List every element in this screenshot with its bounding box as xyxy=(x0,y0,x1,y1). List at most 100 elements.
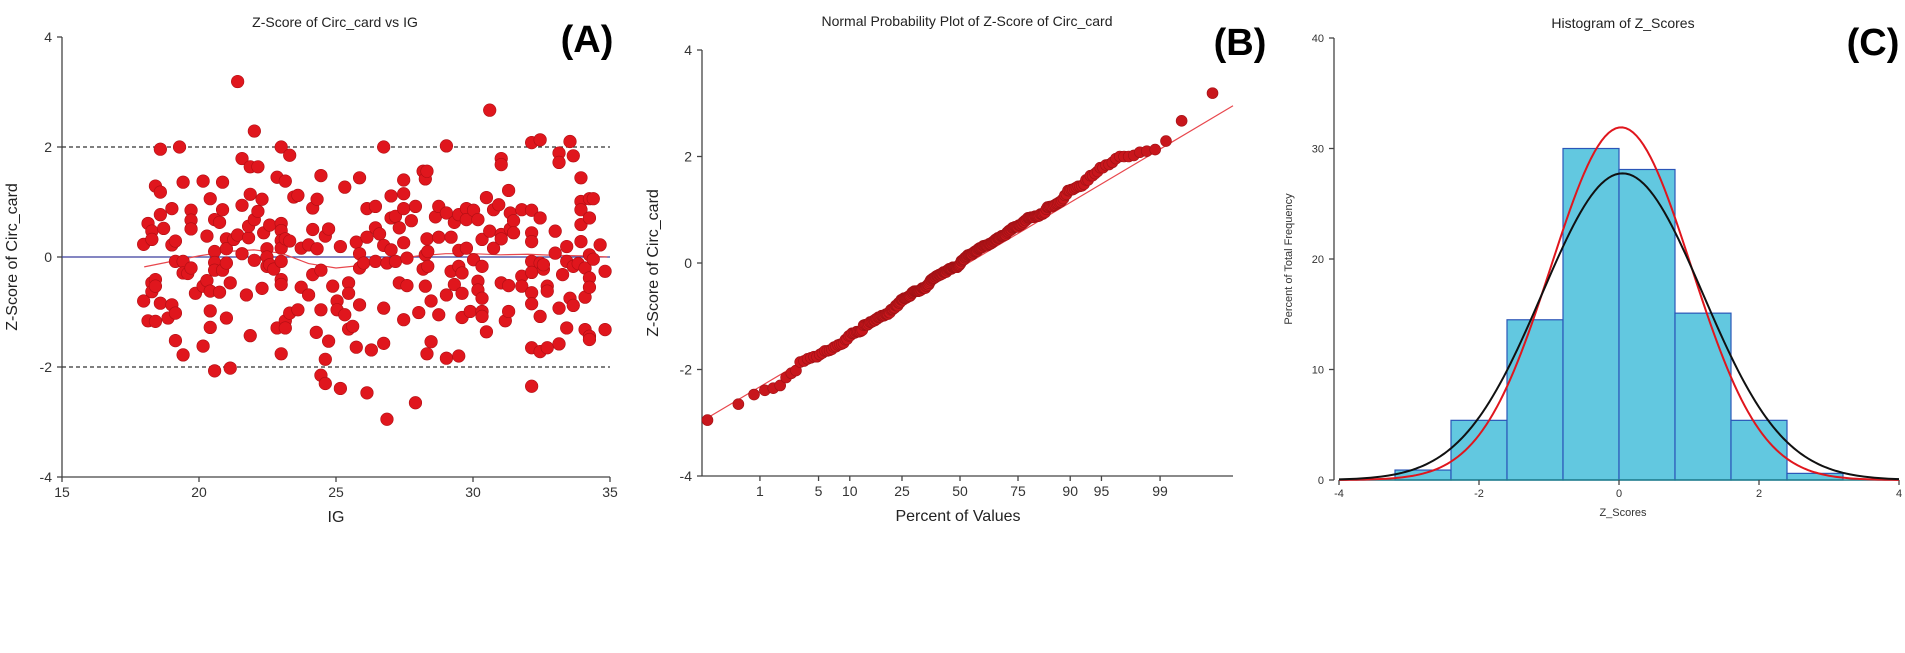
data-point xyxy=(219,242,233,256)
data-point xyxy=(525,379,539,393)
data-point xyxy=(506,214,521,228)
data-point xyxy=(380,412,394,426)
data-point xyxy=(598,323,612,337)
data-point xyxy=(502,304,516,319)
data-point xyxy=(318,376,332,391)
data-point xyxy=(397,313,411,327)
data-point xyxy=(455,286,469,300)
data-point xyxy=(447,277,461,292)
x-tick-label: 30 xyxy=(465,484,481,500)
data-point xyxy=(172,140,187,154)
data-point xyxy=(176,175,190,189)
data-point xyxy=(475,291,489,305)
data-point xyxy=(533,309,547,324)
data-point xyxy=(247,124,261,138)
data-point xyxy=(384,189,398,203)
data-point xyxy=(368,254,383,268)
data-point xyxy=(397,187,411,201)
data-point xyxy=(153,142,167,156)
data-point xyxy=(291,188,305,202)
data-point xyxy=(212,285,227,299)
data-point xyxy=(494,232,508,246)
x-tick-label: 35 xyxy=(602,484,618,500)
data-point xyxy=(255,281,269,295)
data-point xyxy=(203,304,217,318)
x-tick-label: 99 xyxy=(1152,483,1168,499)
data-point xyxy=(346,319,360,333)
data-point xyxy=(263,218,277,232)
x-tick-label: 90 xyxy=(1062,483,1078,499)
data-point xyxy=(560,321,574,335)
data-point xyxy=(338,308,352,322)
data-point xyxy=(219,311,233,325)
data-point xyxy=(165,202,179,216)
data-point xyxy=(251,160,265,174)
data-point xyxy=(349,340,363,354)
chart-a: Z-Score of Circ_card vs IG (A) IG Z-Scor… xyxy=(4,14,618,526)
data-point xyxy=(247,253,261,267)
x-tick-label: 2 xyxy=(1756,488,1762,500)
y-tick-label: -2 xyxy=(40,359,53,375)
data-point xyxy=(176,348,190,362)
data-point xyxy=(404,214,418,228)
data-point xyxy=(364,343,378,357)
x-tick-label: 5 xyxy=(815,483,823,499)
data-point xyxy=(555,268,570,282)
density-curve xyxy=(1338,126,1900,481)
data-point xyxy=(384,243,398,257)
data-point xyxy=(153,296,167,310)
data-point xyxy=(1149,143,1161,156)
data-point xyxy=(388,254,403,268)
data-point xyxy=(574,171,588,185)
data-point xyxy=(208,364,222,378)
data-point xyxy=(552,301,566,315)
data-point xyxy=(148,314,163,328)
data-point xyxy=(397,202,411,216)
histogram-bar xyxy=(1506,319,1564,481)
y-tick-label: 30 xyxy=(1312,144,1324,156)
data-point xyxy=(420,164,434,178)
data-point xyxy=(243,329,257,343)
data-point xyxy=(274,254,288,268)
data-point xyxy=(314,303,328,317)
x-tick-label: 50 xyxy=(952,483,968,499)
data-point xyxy=(352,298,367,312)
chart-b-plot-area: -4 -2 0 2 4 1 5 10 25 50 75 90 95 99 xyxy=(680,42,1234,499)
data-point xyxy=(215,203,230,217)
data-point xyxy=(502,183,516,198)
data-point xyxy=(494,158,508,172)
data-point xyxy=(439,288,454,302)
data-point xyxy=(439,351,454,365)
data-point xyxy=(291,303,305,317)
data-point xyxy=(540,341,554,355)
panel-label-b: (B) xyxy=(1214,22,1267,64)
data-point xyxy=(235,247,249,261)
chart-b-xlabel: Percent of Values xyxy=(895,508,1020,525)
histogram-bar xyxy=(1674,312,1732,481)
x-tick-label: 4 xyxy=(1896,488,1902,500)
x-tick-label: 0 xyxy=(1616,488,1622,500)
data-point xyxy=(283,148,297,162)
y-tick-label: 0 xyxy=(44,249,52,265)
data-point xyxy=(278,174,292,188)
data-point xyxy=(566,298,580,313)
chart-c: Histogram of Z_Scores (C) Z_Scores Perce… xyxy=(1283,15,1902,519)
data-point xyxy=(397,236,411,250)
data-point xyxy=(732,398,745,410)
data-point xyxy=(215,175,230,189)
x-tick-label: 20 xyxy=(191,484,207,500)
data-point xyxy=(251,204,265,218)
data-point xyxy=(302,288,316,302)
x-tick-label: 75 xyxy=(1010,483,1026,499)
data-point xyxy=(483,224,497,238)
data-point xyxy=(231,228,245,242)
data-point xyxy=(360,386,374,400)
data-point xyxy=(241,231,256,245)
data-point xyxy=(463,304,477,319)
y-tick-label: 0 xyxy=(1318,475,1324,487)
data-point xyxy=(1175,115,1188,127)
x-tick-label: 1 xyxy=(756,483,764,499)
y-tick-label: -2 xyxy=(680,362,693,378)
data-point xyxy=(306,222,320,237)
data-point xyxy=(420,232,434,246)
